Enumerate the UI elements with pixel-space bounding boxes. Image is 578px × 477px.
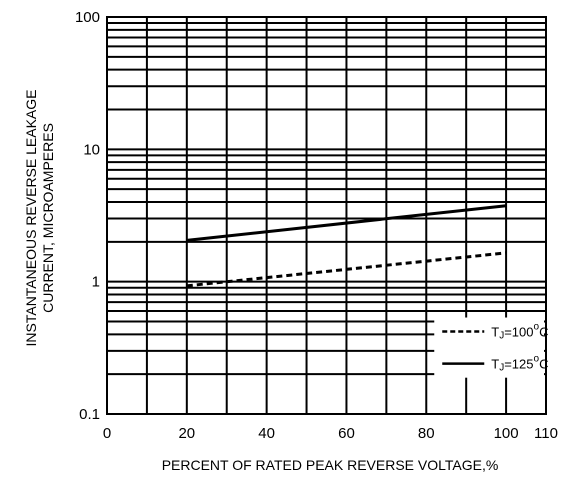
series-line-solid [186,204,507,242]
y-tick-label: 100 [75,9,100,26]
x-tick-label: 40 [258,425,275,442]
y-tick-label: 10 [83,141,100,158]
legend-label: TJ=125oC [491,354,548,374]
legend: TJ=100oC TJ=125oC [434,317,548,378]
y-axis-title-line-2: CURRENT, MICROAMPERES [40,123,56,313]
y-tick-label: 0.1 [79,406,100,423]
series-lines [186,204,507,288]
x-tick-label: 0 [103,425,111,442]
x-axis-title: PERCENT OF RATED PEAK REVERSE VOLTAGE,% [162,457,499,473]
plot-frame [106,16,547,415]
x-tick-label: 80 [418,425,435,442]
y-axis-title-line-1: INSTANTANEOUS REVERSE LEAKAGE [23,90,39,347]
legend-label: TJ=100oC [491,322,548,342]
series-line-dashed [186,251,507,288]
x-tick-label: 20 [178,425,195,442]
x-tick-label: 100 [494,425,519,442]
x-tick-label: 60 [338,425,355,442]
y-tick-label: 1 [92,274,100,291]
legend-background [434,317,544,378]
x-tick-label: 110 [534,425,558,442]
